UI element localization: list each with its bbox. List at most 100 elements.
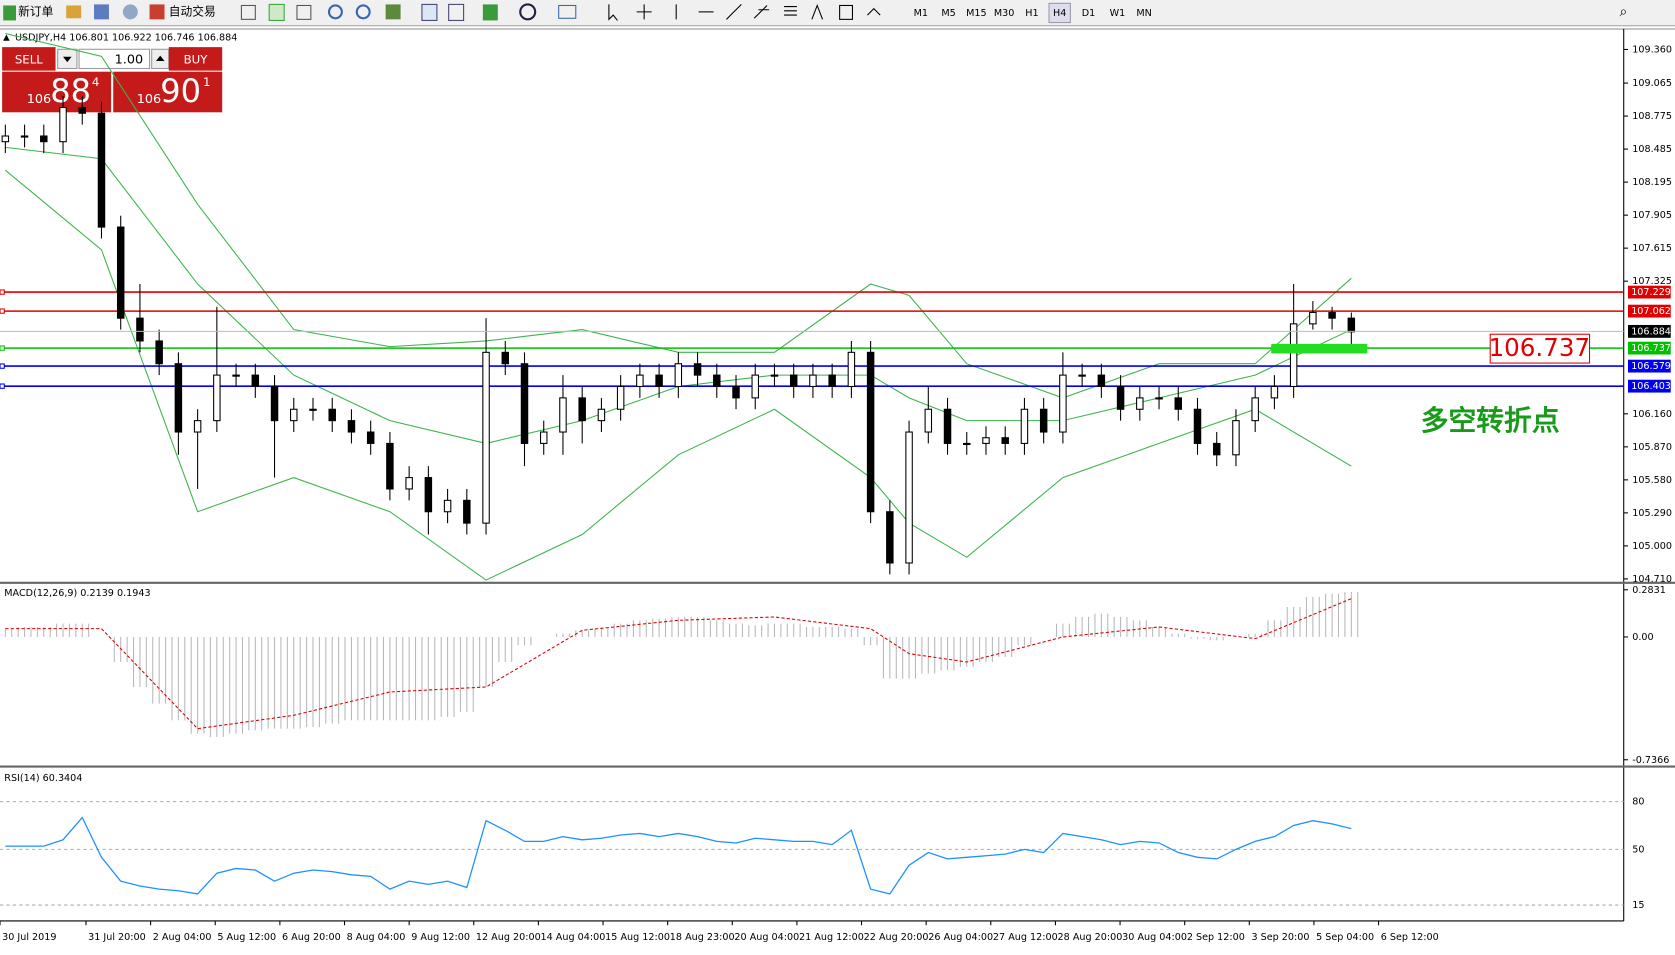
candle-body bbox=[1232, 420, 1240, 456]
candle-body bbox=[501, 351, 510, 365]
icon[interactable] bbox=[558, 4, 577, 19]
annotation-bar bbox=[1271, 343, 1368, 354]
icon[interactable] bbox=[811, 3, 824, 20]
sell-price-box[interactable] bbox=[2, 71, 112, 113]
sell-price-main[interactable]: 88 bbox=[50, 72, 91, 110]
search-icon[interactable]: ⌕ bbox=[1619, 4, 1627, 20]
icon[interactable] bbox=[268, 3, 285, 21]
icon[interactable] bbox=[94, 4, 109, 20]
buy-price-box[interactable] bbox=[113, 71, 223, 113]
collapse-icon[interactable] bbox=[3, 34, 10, 41]
candle-body bbox=[136, 317, 144, 342]
candle-body bbox=[1, 135, 10, 143]
icon[interactable] bbox=[296, 4, 312, 20]
sell-price-fraction[interactable]: 4 bbox=[92, 75, 99, 89]
candle-body bbox=[1097, 374, 1106, 388]
timeframe-button[interactable]: D1 bbox=[1082, 8, 1096, 19]
candle-body bbox=[597, 408, 606, 422]
auto-trading-icon[interactable] bbox=[149, 4, 165, 20]
level-label: 107.229 bbox=[1631, 287, 1671, 298]
lot-input[interactable] bbox=[78, 48, 151, 70]
sell-label[interactable]: SELL bbox=[15, 52, 43, 66]
candle-body bbox=[78, 107, 86, 114]
candle-body bbox=[636, 374, 644, 388]
level-label: 107.062 bbox=[1631, 306, 1671, 317]
icon[interactable] bbox=[240, 4, 256, 20]
buy-price-main[interactable]: 90 bbox=[160, 72, 201, 110]
new-order-icon[interactable] bbox=[3, 5, 17, 21]
timeframe-button[interactable]: MN bbox=[1136, 8, 1151, 19]
y-tick-label: 105.290 bbox=[1632, 508, 1672, 519]
icon[interactable] bbox=[355, 4, 371, 20]
candle-body bbox=[155, 340, 163, 365]
x-tick-label: 5 Aug 12:00 bbox=[217, 932, 276, 943]
level-label-bg bbox=[1627, 304, 1671, 318]
x-tick-label: 22 Aug 20:00 bbox=[864, 932, 929, 943]
icon[interactable] bbox=[385, 4, 401, 20]
candle-body bbox=[578, 397, 586, 422]
buy-label[interactable]: BUY bbox=[184, 52, 209, 66]
x-tick-label: 5 Sep 04:00 bbox=[1316, 932, 1374, 943]
icon[interactable] bbox=[608, 4, 618, 21]
candle-body bbox=[1270, 385, 1279, 399]
annotation-box bbox=[1489, 333, 1591, 364]
level-anchor bbox=[0, 345, 5, 351]
icon[interactable] bbox=[753, 5, 770, 19]
candle-body bbox=[924, 408, 933, 433]
candle-body bbox=[309, 408, 317, 411]
macd-signal bbox=[5, 598, 1352, 730]
timeframe-button[interactable]: H1 bbox=[1025, 8, 1038, 19]
candle-body bbox=[809, 374, 817, 388]
lot-value[interactable]: 1.00 bbox=[115, 52, 144, 67]
y-tick-label: 0.2831 bbox=[1632, 585, 1666, 596]
icon[interactable] bbox=[784, 6, 797, 16]
icon[interactable] bbox=[448, 3, 465, 21]
timeframe-button[interactable]: W1 bbox=[1110, 8, 1126, 19]
icon[interactable] bbox=[421, 3, 438, 21]
x-tick-label: 26 Aug 04:00 bbox=[928, 932, 993, 943]
buy-price-prefix[interactable]: 106 bbox=[137, 92, 161, 107]
icon[interactable] bbox=[519, 3, 537, 21]
sell-price-prefix[interactable]: 106 bbox=[27, 92, 51, 107]
candle-body bbox=[1078, 374, 1086, 377]
icon[interactable] bbox=[327, 4, 343, 20]
icon[interactable] bbox=[726, 4, 742, 20]
candle-body bbox=[905, 431, 913, 564]
icon[interactable] bbox=[867, 7, 881, 16]
timeframe-button[interactable]: M5 bbox=[941, 8, 955, 19]
candle-body bbox=[1155, 397, 1163, 400]
y-tick-label: 104.710 bbox=[1632, 574, 1672, 585]
chart-area bbox=[0, 28, 1675, 951]
timeframe-button[interactable]: M15 bbox=[966, 8, 987, 19]
level-anchor bbox=[0, 308, 5, 314]
candle-body bbox=[463, 499, 471, 524]
icon[interactable] bbox=[839, 4, 853, 20]
candle-body bbox=[943, 408, 952, 444]
new-order[interactable]: 新订单 bbox=[18, 4, 53, 18]
icon[interactable] bbox=[66, 5, 82, 19]
icon[interactable] bbox=[636, 4, 652, 20]
sell-button[interactable] bbox=[2, 47, 56, 71]
candle-body bbox=[366, 431, 375, 444]
auto-trading[interactable]: 自动交易 bbox=[169, 4, 216, 18]
y-tick-label: 109.360 bbox=[1632, 44, 1672, 55]
y-tick-label: 108.195 bbox=[1632, 177, 1672, 188]
x-tick-label: 31 Jul 20:00 bbox=[88, 932, 146, 943]
y-tick-label: 105.580 bbox=[1632, 475, 1672, 486]
y-tick-label: 107.615 bbox=[1632, 243, 1672, 254]
level-label-bg bbox=[1627, 379, 1671, 393]
timeframe-button[interactable]: M30 bbox=[994, 8, 1015, 19]
icon[interactable] bbox=[482, 4, 498, 21]
timeframe-button[interactable]: M1 bbox=[914, 8, 928, 19]
candle-body bbox=[290, 408, 298, 422]
candle-body bbox=[1001, 437, 1009, 444]
x-tick-label: 12 Aug 20:00 bbox=[476, 932, 541, 943]
icon[interactable] bbox=[122, 4, 138, 20]
buy-price-fraction[interactable]: 1 bbox=[203, 75, 210, 89]
timeframe-button[interactable]: H4 bbox=[1053, 8, 1066, 19]
candle-body bbox=[386, 442, 394, 490]
buy-button[interactable] bbox=[168, 47, 223, 71]
candle-body bbox=[770, 374, 779, 377]
candle-body bbox=[347, 420, 356, 433]
level-anchor bbox=[0, 289, 5, 295]
